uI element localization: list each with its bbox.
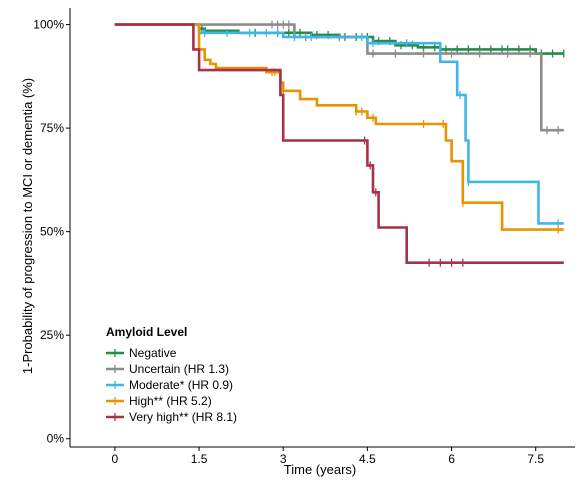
y-tick-label: 50% [40,225,64,239]
legend-entry: Very high** (HR 8.1) [129,410,237,424]
x-tick-label: 3 [280,452,287,466]
legend-entry: High** (HR 5.2) [129,394,212,408]
legend-entry: Moderate* (HR 0.9) [129,378,233,392]
x-axis-title: Time (years) [284,462,356,477]
y-tick-label: 75% [40,121,64,135]
y-tick-label: 100% [33,18,64,32]
axes-layer [69,8,575,448]
series-5 [114,23,564,267]
y-tick-label: 0% [47,432,65,446]
x-tick-label: 0 [112,452,119,466]
x-tick-label: 6 [448,452,455,466]
ticks-layer: 0 1.5 3 4.5 6 7.5 0% 25% 50% 75% 100% [33,18,544,466]
series-line [114,23,564,231]
series-layer [114,20,565,267]
y-axis-title: 1-Probability of progression to MCI or d… [20,78,35,374]
legend-entry: Uncertain (HR 1.3) [129,362,229,376]
x-tick-label: 4.5 [359,452,376,466]
series-line [114,23,564,264]
series-line [114,23,564,225]
y-tick-label: 25% [40,328,64,342]
x-tick-label: 1.5 [191,452,208,466]
x-tick-label: 7.5 [527,452,544,466]
series-3 [114,23,564,228]
legend-entry: Negative [129,346,177,360]
series-4 [114,23,564,234]
legend: Amyloid Level Negative Uncertain (HR 1.3)… [106,325,237,424]
legend-title: Amyloid Level [106,325,187,339]
